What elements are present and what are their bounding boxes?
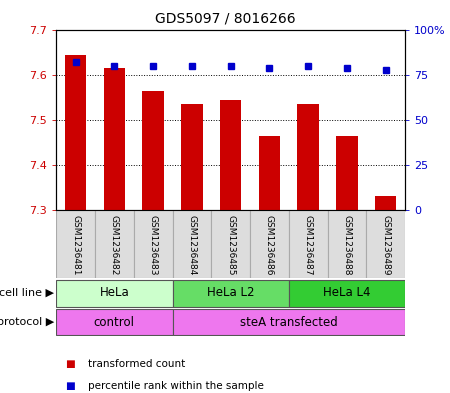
- Text: HeLa: HeLa: [99, 286, 129, 299]
- Bar: [95, 210, 134, 278]
- Text: cell line ▶: cell line ▶: [0, 288, 54, 298]
- Text: GSM1236485: GSM1236485: [226, 215, 235, 276]
- Text: GDS5097 / 8016266: GDS5097 / 8016266: [155, 11, 295, 25]
- Text: control: control: [94, 316, 135, 329]
- Bar: [104, 68, 125, 210]
- Bar: [172, 210, 211, 278]
- Bar: [297, 104, 319, 210]
- Bar: [259, 136, 280, 210]
- Text: GSM1236481: GSM1236481: [71, 215, 80, 276]
- Text: GSM1236483: GSM1236483: [148, 215, 157, 276]
- Bar: [289, 279, 405, 307]
- Bar: [211, 210, 250, 278]
- Bar: [289, 210, 328, 278]
- Text: GSM1236487: GSM1236487: [304, 215, 313, 276]
- Bar: [134, 210, 172, 278]
- Bar: [220, 100, 241, 210]
- Text: transformed count: transformed count: [88, 359, 185, 369]
- Bar: [366, 210, 405, 278]
- Text: GSM1236486: GSM1236486: [265, 215, 274, 276]
- Text: ■: ■: [65, 359, 75, 369]
- Bar: [375, 196, 396, 210]
- Bar: [328, 210, 366, 278]
- Text: GSM1236482: GSM1236482: [110, 215, 119, 276]
- Text: GSM1236484: GSM1236484: [187, 215, 196, 276]
- Text: percentile rank within the sample: percentile rank within the sample: [88, 380, 264, 391]
- Bar: [56, 309, 172, 334]
- Bar: [65, 55, 86, 210]
- Text: GSM1236488: GSM1236488: [342, 215, 351, 276]
- Bar: [56, 210, 95, 278]
- Text: HeLa L2: HeLa L2: [207, 286, 254, 299]
- Text: ■: ■: [65, 380, 75, 391]
- Bar: [172, 279, 289, 307]
- Bar: [336, 136, 358, 210]
- Bar: [56, 279, 172, 307]
- Text: steA transfected: steA transfected: [240, 316, 338, 329]
- Text: protocol ▶: protocol ▶: [0, 317, 54, 327]
- Bar: [143, 91, 164, 210]
- Bar: [250, 210, 289, 278]
- Bar: [181, 104, 203, 210]
- Text: HeLa L4: HeLa L4: [323, 286, 371, 299]
- Text: GSM1236489: GSM1236489: [381, 215, 390, 276]
- Bar: [172, 309, 405, 334]
